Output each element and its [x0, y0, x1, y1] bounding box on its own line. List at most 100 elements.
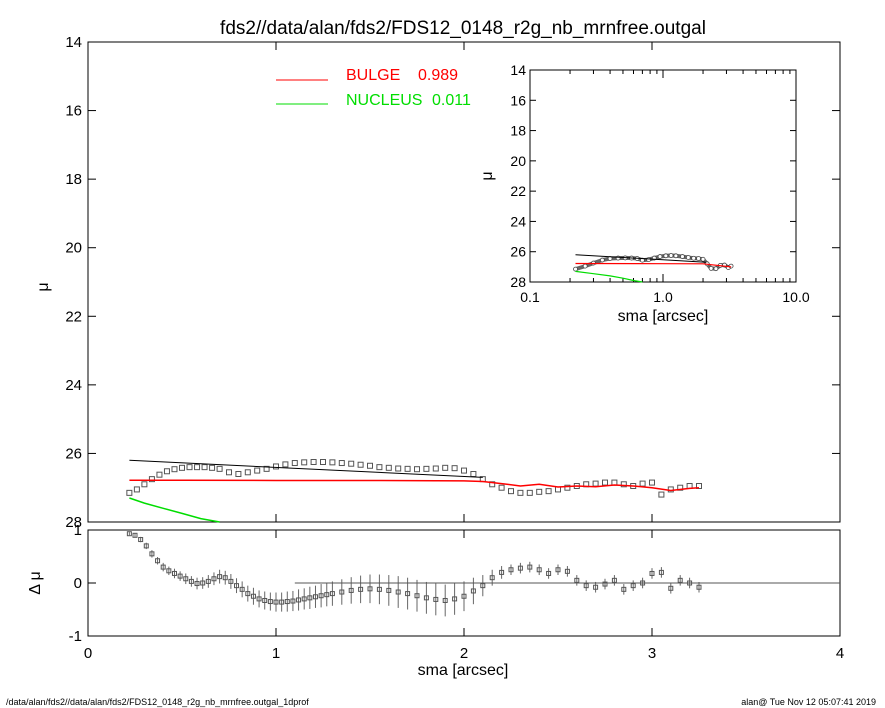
inset-data-point: [657, 254, 663, 259]
main-ylabel: μ: [35, 282, 52, 291]
legend-bulge-label: BULGE: [346, 67, 400, 84]
residual-point: [279, 599, 285, 605]
residual-point: [312, 594, 318, 600]
main-data-point: [649, 479, 655, 486]
residual-point: [239, 586, 245, 592]
main-data-point: [470, 471, 477, 477]
main-data-point: [329, 459, 336, 466]
residual-point: [527, 564, 533, 570]
inset-data-point: [713, 266, 719, 272]
residual-point: [194, 581, 200, 587]
main-data-point: [620, 481, 627, 488]
footer-left: /data/alan/fds2//data/alan/fds2/FDS12_01…: [6, 697, 309, 707]
residual-point: [536, 567, 542, 573]
inset-data-point: [728, 263, 734, 269]
main-data-point: [244, 469, 251, 476]
legend-bulge-value: 0.989: [418, 67, 458, 84]
residual-point: [228, 578, 234, 584]
residual-point: [149, 551, 155, 557]
main-data-point: [414, 466, 420, 473]
residual-point: [290, 598, 296, 604]
main-data-point: [348, 460, 355, 467]
main-ytick-label: 24: [65, 377, 82, 394]
residual-point: [222, 575, 228, 581]
residual-point: [339, 589, 345, 595]
main-data-point: [442, 464, 449, 471]
residual-point: [461, 593, 467, 599]
inset-total-line: [575, 254, 706, 263]
inset-data-point: [582, 263, 588, 269]
residual-point: [564, 568, 570, 574]
main-ytick-label: 22: [65, 308, 82, 325]
main-data-point: [658, 491, 665, 498]
residual-point: [143, 543, 149, 549]
residual-point: [593, 584, 599, 590]
residual-point: [602, 581, 608, 587]
inset-data-point: [646, 257, 652, 262]
residual-point: [414, 593, 420, 599]
inset-data-point: [700, 256, 706, 262]
residual-ylabel: Δ μ: [27, 571, 44, 594]
residual-point: [499, 569, 505, 575]
main-data-point: [163, 468, 170, 475]
residual-point: [405, 591, 411, 597]
main-data-point: [602, 479, 608, 486]
residual-point: [386, 587, 392, 593]
main-data-point: [536, 488, 543, 495]
inset-xtick-label: 1.0: [653, 289, 673, 305]
residual-point: [234, 583, 240, 589]
legend-nucleus-value: 0.011: [432, 92, 471, 109]
residual-point: [517, 565, 523, 571]
residual-point: [284, 599, 290, 605]
residual-point: [166, 568, 172, 574]
main-data-point: [338, 460, 345, 467]
residual-xtick-label: 3: [648, 645, 656, 662]
inset-ytick-label: 28: [510, 274, 526, 290]
main-ytick-label: 16: [65, 103, 82, 120]
main-data-point: [194, 464, 201, 471]
main-data-point: [367, 462, 373, 469]
residual-point: [217, 574, 223, 580]
residual-point: [696, 584, 702, 590]
main-data-point: [171, 466, 178, 473]
inset-ytick-label: 24: [510, 213, 526, 229]
residual-point: [367, 586, 373, 592]
inset-data-point: [573, 266, 578, 272]
main-data-point: [526, 489, 533, 496]
inset-ytick-label: 22: [510, 183, 526, 199]
residual-point: [307, 595, 313, 601]
inset-data-point: [696, 256, 701, 261]
residual-point: [470, 588, 476, 594]
inset-data-point: [663, 253, 669, 259]
residual-point: [296, 597, 302, 603]
main-data-point: [451, 465, 458, 472]
residual-point: [160, 564, 166, 570]
main-data-point: [385, 464, 392, 471]
inset-ytick-label: 26: [510, 244, 526, 260]
residual-point: [262, 597, 268, 603]
residual-point: [395, 589, 401, 595]
main-data-point: [263, 465, 270, 472]
main-data-point: [517, 489, 524, 496]
main-data-point: [216, 465, 223, 472]
inset-data-point: [599, 257, 605, 263]
main-data-point: [320, 459, 326, 465]
residual-xtick-label: 0: [84, 645, 92, 662]
residual-point: [171, 570, 177, 576]
residual-point: [630, 583, 636, 589]
residual-xlabel: sma [arcsec]: [418, 662, 509, 679]
main-data-point: [498, 484, 505, 491]
residual-ytick-label: 0: [74, 575, 82, 592]
main-ytick-label: 26: [65, 445, 82, 462]
residual-point: [452, 596, 458, 602]
main-ytick-label: 14: [65, 34, 82, 51]
main-data-point: [677, 484, 684, 491]
residual-point: [211, 576, 217, 582]
main-ytick-label: 18: [65, 171, 82, 188]
main-data-point: [310, 459, 317, 465]
residual-point: [138, 537, 144, 543]
residual-point: [611, 577, 617, 583]
residual-point: [423, 595, 429, 601]
